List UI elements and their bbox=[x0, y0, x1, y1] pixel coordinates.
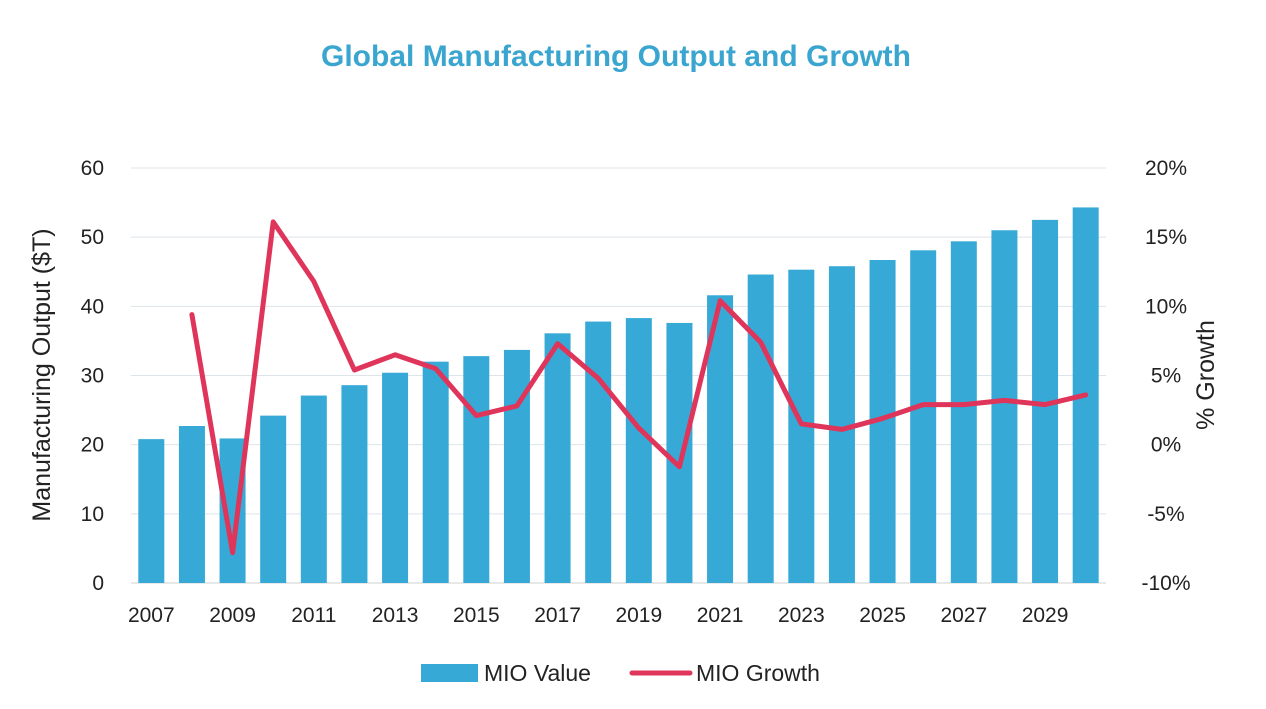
y-tick-label: 10 bbox=[81, 503, 104, 526]
growth-point bbox=[922, 404, 924, 406]
x-tick-label: 2025 bbox=[859, 604, 906, 627]
growth-point bbox=[313, 280, 315, 282]
x-tick-label: 2029 bbox=[1022, 604, 1069, 627]
x-tick-label: 2013 bbox=[372, 604, 419, 627]
growth-point bbox=[272, 221, 274, 223]
growth-point bbox=[963, 404, 965, 406]
gridlines bbox=[131, 167, 1106, 584]
y2-tick-label: 15% bbox=[1145, 226, 1187, 249]
y2-tick-label: 0% bbox=[1151, 434, 1181, 457]
y-tick-label: 50 bbox=[81, 226, 104, 249]
bar bbox=[300, 395, 327, 583]
growth-point bbox=[1085, 394, 1087, 396]
legend-swatch-mio-value bbox=[421, 664, 478, 682]
x-tick-label: 2021 bbox=[697, 604, 744, 627]
growth-point bbox=[516, 405, 518, 407]
growth-point bbox=[435, 368, 437, 370]
growth-point bbox=[800, 423, 802, 425]
growth-point bbox=[1044, 404, 1046, 406]
bar bbox=[463, 356, 490, 583]
y-tick-label: 20 bbox=[81, 434, 104, 457]
bar bbox=[950, 241, 977, 584]
growth-point bbox=[638, 427, 640, 429]
y-axis-title: Manufacturing Output ($T) bbox=[28, 228, 56, 521]
x-tick-label: 2015 bbox=[453, 604, 500, 627]
growth-point bbox=[353, 369, 355, 371]
y2-axis-title: % Growth bbox=[1192, 320, 1220, 430]
y2-tick-label: 5% bbox=[1151, 365, 1181, 388]
bar bbox=[625, 318, 652, 583]
chart-title: Global Manufacturing Output and Growth bbox=[321, 40, 911, 73]
growth-point bbox=[191, 314, 193, 316]
bar bbox=[585, 321, 612, 583]
x-tick-label: 2007 bbox=[128, 604, 175, 627]
y-axis-left: 0 10 20 30 40 50 60 bbox=[81, 157, 104, 595]
y-tick-label: 40 bbox=[81, 295, 104, 318]
bar bbox=[382, 372, 409, 583]
bar bbox=[666, 322, 693, 583]
line-series bbox=[189, 219, 1089, 556]
legend-label-mio-growth: MIO Growth bbox=[696, 660, 820, 686]
bar bbox=[544, 333, 571, 583]
growth-point bbox=[841, 428, 843, 430]
x-tick-label: 2017 bbox=[534, 604, 581, 627]
growth-point bbox=[394, 354, 396, 356]
bar bbox=[503, 349, 530, 583]
legend-label-mio-value: MIO Value bbox=[484, 660, 591, 686]
growth-point bbox=[1003, 399, 1005, 401]
growth-point bbox=[557, 343, 559, 345]
bar bbox=[178, 425, 205, 583]
y2-tick-label: 10% bbox=[1145, 295, 1187, 318]
growth-point bbox=[597, 377, 599, 379]
bar bbox=[341, 385, 368, 583]
growth-point bbox=[882, 417, 884, 419]
bar bbox=[991, 230, 1018, 583]
y-axis-right: -10% -5% 0% 5% 10% 15% 20% bbox=[1141, 157, 1190, 595]
bar-series bbox=[138, 207, 1099, 584]
growth-point bbox=[475, 415, 477, 417]
x-tick-label: 2011 bbox=[291, 604, 336, 627]
x-axis: 2007 2009 2011 2013 2015 2017 2019 2021 2023 2025… bbox=[128, 604, 1068, 627]
bar bbox=[260, 415, 287, 583]
y-tick-label: 30 bbox=[81, 365, 104, 388]
bar bbox=[422, 361, 449, 583]
growth-point bbox=[760, 341, 762, 343]
y2-tick-label: -5% bbox=[1147, 503, 1184, 526]
legend: MIO Value MIO Growth bbox=[421, 660, 820, 686]
growth-point bbox=[678, 466, 680, 468]
growth-point bbox=[232, 552, 234, 554]
y-tick-label: 0 bbox=[92, 572, 104, 595]
growth-point bbox=[719, 300, 721, 302]
bar bbox=[747, 274, 774, 583]
y2-tick-label: 20% bbox=[1145, 157, 1187, 180]
y-tick-label: 60 bbox=[81, 157, 104, 180]
bar bbox=[910, 250, 937, 583]
x-tick-label: 2009 bbox=[209, 604, 256, 627]
x-tick-label: 2019 bbox=[615, 604, 662, 627]
x-tick-label: 2023 bbox=[778, 604, 825, 627]
bar bbox=[138, 439, 165, 583]
y2-tick-label: -10% bbox=[1141, 572, 1190, 595]
x-tick-label: 2027 bbox=[940, 604, 987, 627]
